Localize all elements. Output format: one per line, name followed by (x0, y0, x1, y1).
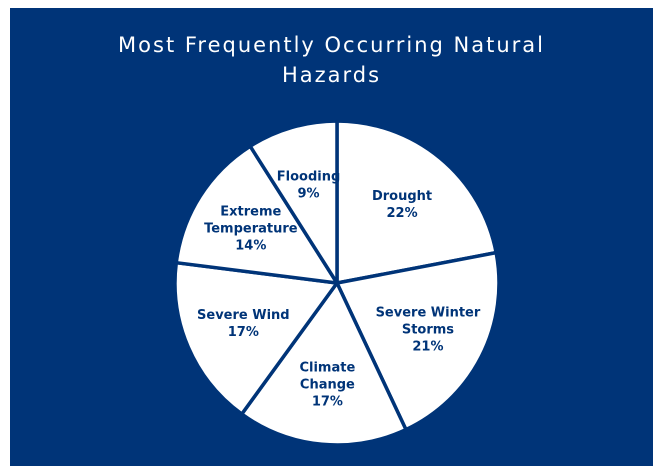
slice-value-climate-change: 17% (312, 395, 343, 410)
slice-name-climate-change: Climate (299, 361, 355, 376)
slice-value-severe-winter-storms: 21% (412, 339, 443, 354)
chart-title: Most Frequently Occurring Natural Hazard… (10, 30, 653, 90)
slice-name-climate-change: Change (300, 378, 355, 393)
pie-slice-extreme-temperature (174, 144, 339, 285)
pie-slice-severe-winter-storms (335, 250, 501, 432)
slice-name-severe-winter-storms: Storms (402, 322, 454, 337)
pie-slice-drought (335, 119, 498, 285)
slice-value-drought: 22% (386, 206, 417, 221)
slice-value-severe-wind: 17% (228, 325, 259, 340)
chart-title-line-2: Hazards (281, 63, 382, 87)
slice-name-flooding: Flooding (277, 169, 341, 184)
slice-label-drought: Drought 22% (372, 189, 432, 221)
slice-name-extreme-temperature: Temperature (204, 221, 298, 236)
pie-slice-climate-change (240, 281, 408, 447)
slice-label-climate-change: Climate Change 17% (299, 361, 355, 410)
slice-value-flooding: 9% (297, 186, 319, 201)
pie-slice-severe-wind (173, 260, 339, 416)
pie-slice-flooding (248, 119, 339, 285)
chart-title-line-1: Most Frequently Occurring Natural (118, 33, 545, 57)
slice-value-extreme-temperature: 14% (235, 238, 266, 253)
slice-label-flooding: Flooding 9% (277, 169, 341, 201)
slice-label-severe-wind: Severe Wind 17% (197, 308, 290, 340)
slice-name-severe-winter-storms: Severe Winter (376, 305, 481, 320)
slice-name-extreme-temperature: Extreme (220, 204, 281, 219)
slice-label-severe-winter-storms: Severe Winter Storms 21% (376, 305, 481, 354)
slice-name-severe-wind: Severe Wind (197, 308, 290, 323)
slice-name-drought: Drought (372, 189, 432, 204)
slice-label-extreme-temperature: Extreme Temperature 14% (204, 204, 298, 253)
